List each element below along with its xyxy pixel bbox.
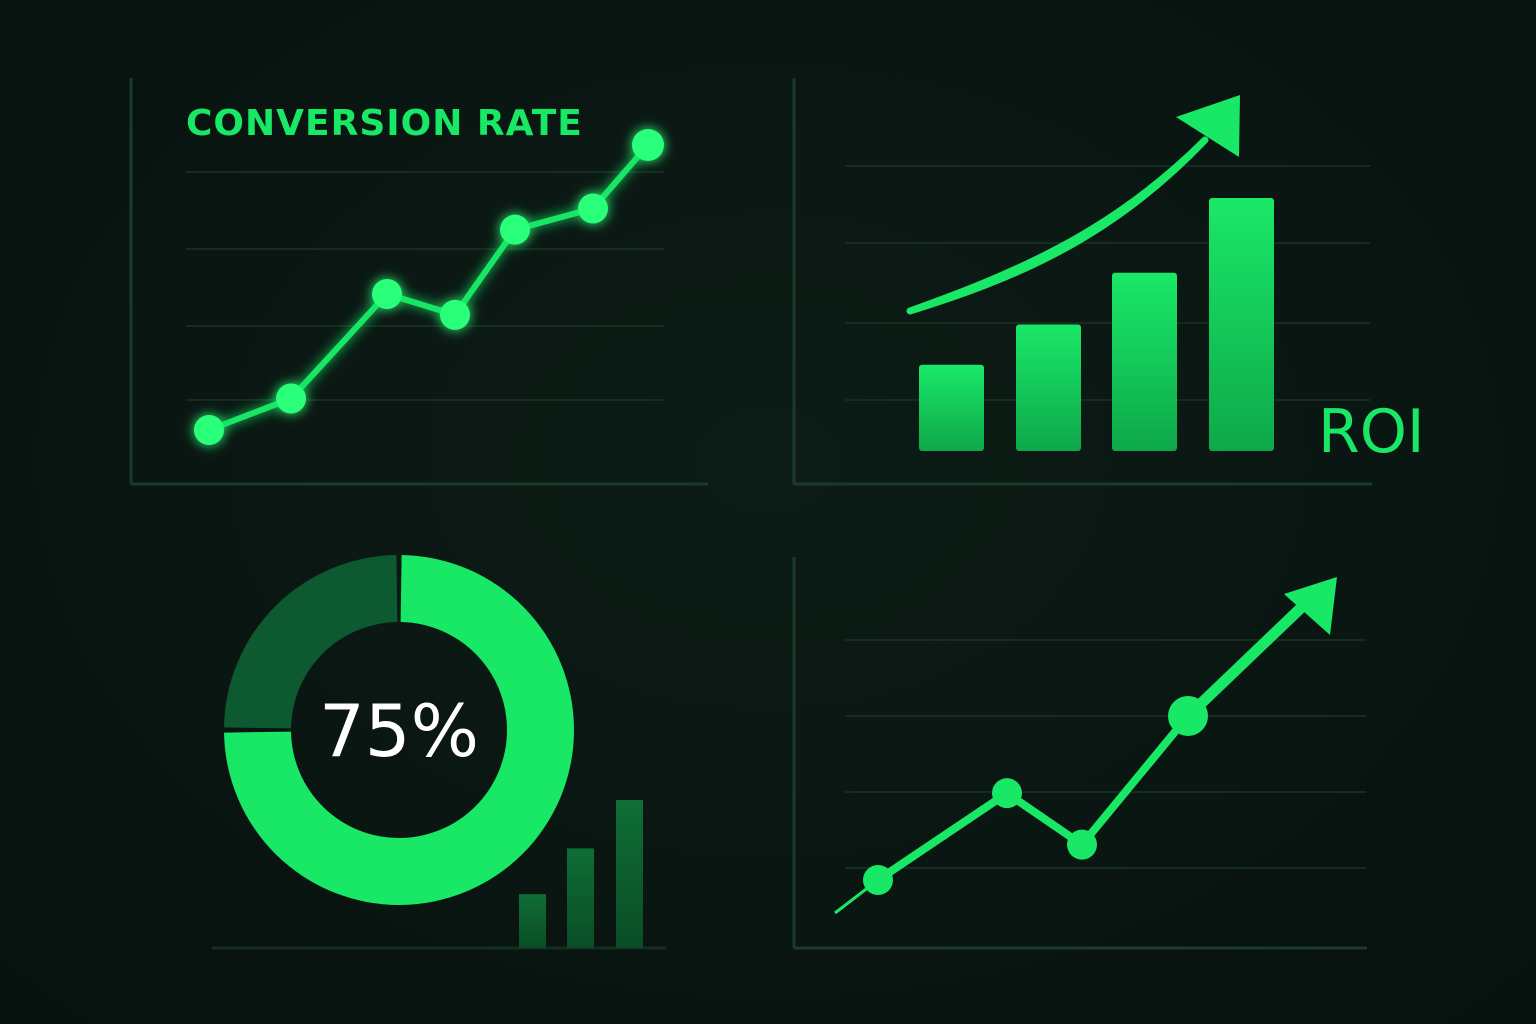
conversion-rate-line xyxy=(207,143,651,433)
mini-bar xyxy=(567,848,594,948)
conversion-rate-point xyxy=(194,415,224,445)
percentage-panel: 75% xyxy=(212,555,666,950)
roi-bar xyxy=(1016,324,1081,451)
conversion-rate-title: CONVERSION RATE xyxy=(186,103,583,144)
conversion-rate-point xyxy=(578,193,608,224)
conversion-rate-point xyxy=(500,214,530,245)
mini-bar xyxy=(616,800,643,948)
growth-point xyxy=(992,778,1022,809)
growth-line xyxy=(875,713,1192,884)
donut-chart xyxy=(224,555,574,906)
roi-trend-arrow xyxy=(906,95,1240,315)
growth-series xyxy=(863,696,1208,895)
conversion-rate-point xyxy=(440,299,470,330)
growth-grid xyxy=(845,639,1366,869)
conversion-rate-point xyxy=(276,383,306,414)
roi-bar xyxy=(919,364,984,451)
roi-panel: ROI xyxy=(792,78,1425,486)
mini-bar xyxy=(519,894,546,948)
roi-bar xyxy=(1112,272,1177,451)
growth-point xyxy=(1067,829,1097,860)
roi-bar xyxy=(1209,198,1274,451)
growth-trend-arrowhead xyxy=(1284,577,1337,635)
donut-slice xyxy=(224,555,398,729)
conversion-rate-panel: CONVERSION RATE xyxy=(129,78,708,486)
conversion-rate-series xyxy=(194,129,664,445)
mini-bars xyxy=(519,800,643,948)
conversion-rate-grid xyxy=(186,171,664,401)
growth-trend-tail xyxy=(834,878,879,915)
donut-center-label: 75% xyxy=(319,689,479,773)
roi-bars xyxy=(919,198,1274,451)
growth-trend-shaft xyxy=(1182,598,1311,722)
growth-panel xyxy=(792,557,1367,950)
roi-trend-arrowhead xyxy=(1176,95,1240,157)
growth-trend-arrow xyxy=(834,577,1337,915)
conversion-rate-point xyxy=(372,279,402,310)
roi-label: ROI xyxy=(1318,397,1425,467)
donut-slice xyxy=(224,555,574,906)
roi-trend-curve xyxy=(906,136,1209,315)
conversion-rate-point xyxy=(632,129,664,161)
